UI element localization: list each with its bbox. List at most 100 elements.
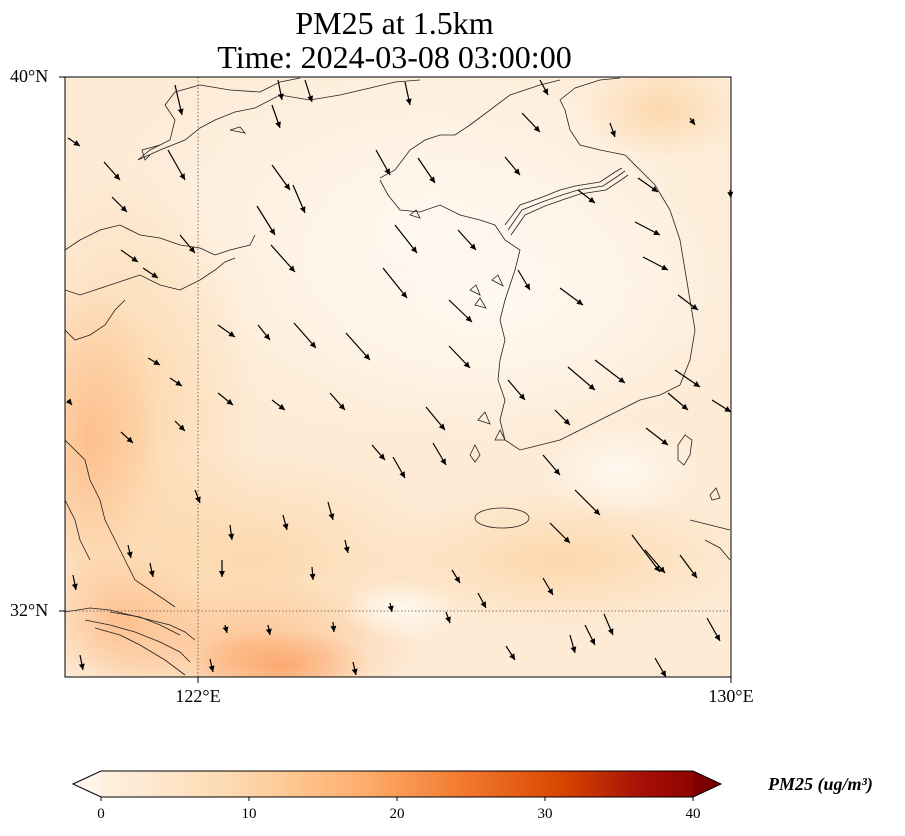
lat-tick-label-40n: 40°N bbox=[10, 66, 49, 86]
map-title-line1: PM25 at 1.5km bbox=[295, 5, 494, 41]
wind-arrow-head bbox=[278, 403, 285, 410]
wind-arrow-head bbox=[288, 265, 295, 272]
wind-arrow-head bbox=[727, 191, 734, 198]
wind-arrow-head bbox=[469, 243, 476, 250]
gridlines bbox=[65, 77, 731, 677]
wind-arrow-head bbox=[607, 628, 614, 635]
wind-arrow bbox=[594, 359, 626, 384]
wind-arrow-head bbox=[265, 628, 272, 635]
colorbar bbox=[71, 770, 723, 801]
wind-arrow-head bbox=[454, 576, 460, 583]
wind-arrow-head bbox=[263, 333, 270, 340]
wind-arrow-head bbox=[328, 513, 335, 520]
wind-arrow-head bbox=[429, 176, 435, 183]
wind-arrow-head bbox=[689, 118, 695, 125]
wind-arrow-head bbox=[563, 418, 570, 425]
wind-arrow-head bbox=[463, 361, 470, 368]
wind-arrow-head bbox=[576, 299, 583, 305]
wind-arrow-head bbox=[589, 638, 595, 645]
coastlines bbox=[65, 77, 731, 676]
wind-arrow-head bbox=[593, 508, 600, 515]
wind-arrow-head bbox=[148, 570, 155, 577]
wind-arrow-head bbox=[438, 423, 445, 430]
wind-arrow-head bbox=[661, 438, 668, 445]
wind-arrow-head bbox=[465, 315, 472, 322]
wind-arrow-head bbox=[113, 173, 120, 180]
wind-arrow-head bbox=[222, 626, 229, 633]
wind-arrow-head bbox=[343, 546, 350, 553]
wind-arrow-head bbox=[269, 228, 275, 235]
wind-arrow-head bbox=[208, 665, 215, 672]
wind-arrow-head bbox=[400, 291, 407, 298]
colorbar-tick-20: 20 bbox=[389, 806, 405, 822]
wind-arrow-head bbox=[65, 398, 72, 405]
lon-tick-label-122e: 122°E bbox=[175, 686, 221, 706]
wind-arrow-head bbox=[309, 341, 316, 348]
wind-arrow-head bbox=[588, 196, 595, 203]
colorbar-tick-10: 10 bbox=[241, 806, 257, 822]
wind-arrow-head bbox=[691, 304, 698, 310]
colorbar-tick-40: 40 bbox=[685, 806, 701, 822]
wind-arrow-head bbox=[282, 523, 289, 530]
wind-arrow-head bbox=[724, 406, 731, 412]
wind-arrow-head bbox=[399, 471, 405, 478]
wind-arrow-head bbox=[120, 205, 127, 212]
wind-arrow-head bbox=[509, 653, 515, 660]
wind-arrow-head bbox=[661, 264, 668, 270]
wind-arrow-head bbox=[542, 88, 548, 95]
wind-arrow-head bbox=[714, 634, 720, 641]
wind-arrow-head bbox=[681, 403, 688, 410]
wind-arrow-head bbox=[387, 605, 394, 612]
wind-arrow-head bbox=[513, 168, 520, 175]
wind-arrow-head bbox=[330, 625, 337, 632]
wind-arrow-head bbox=[653, 565, 660, 572]
colorbar-label: PM25 (ug/m³) bbox=[768, 774, 873, 794]
wind-arrow-head bbox=[547, 588, 553, 595]
wind-arrow-head bbox=[153, 359, 160, 365]
wind-arrow-head bbox=[151, 272, 158, 278]
wind-arrow-head bbox=[284, 183, 290, 190]
axis-ticks bbox=[59, 76, 732, 683]
wind-arrow-head bbox=[219, 571, 225, 577]
wind-arrow bbox=[270, 244, 296, 273]
wind-arrow-head bbox=[277, 93, 284, 100]
wind-arrow-head bbox=[179, 173, 185, 180]
wind-arrow-head bbox=[177, 108, 184, 115]
wind-arrow-head bbox=[228, 331, 235, 337]
wind-arrow-head bbox=[363, 353, 370, 360]
wind-arrow-head bbox=[658, 566, 665, 573]
wind-arrow-head bbox=[693, 381, 700, 387]
wind-arrow-head bbox=[653, 229, 660, 235]
wind-arrow-head bbox=[71, 583, 78, 590]
wind-arrow-head bbox=[299, 206, 306, 213]
wind-arrow-head bbox=[131, 256, 138, 262]
wind-arrow-head bbox=[188, 246, 195, 253]
wind-arrow-head bbox=[275, 121, 281, 128]
wind-arrow-head bbox=[351, 668, 358, 675]
wind-arrow-head bbox=[126, 551, 133, 558]
wind-arrow-head bbox=[78, 663, 85, 670]
wind-arrow-head bbox=[563, 536, 570, 543]
wind-arrow-head bbox=[518, 393, 525, 400]
lon-tick-label-130e: 130°E bbox=[708, 686, 754, 706]
wind-arrow-head bbox=[524, 283, 530, 290]
wind-arrow-head bbox=[480, 601, 486, 608]
wind-arrow-head bbox=[410, 246, 417, 253]
wind-arrow-head bbox=[533, 125, 540, 132]
wind-arrow-head bbox=[126, 436, 133, 443]
wind-arrow-head bbox=[618, 376, 625, 383]
wind-arrow-head bbox=[553, 468, 560, 475]
wind-arrow-head bbox=[440, 458, 446, 465]
wind-arrow-head bbox=[226, 398, 233, 405]
wind-vectors bbox=[65, 79, 734, 678]
wind-arrow-head bbox=[338, 403, 345, 410]
wind-arrow bbox=[345, 332, 371, 361]
wind-arrow-head bbox=[307, 95, 314, 102]
wind-arrow-head bbox=[570, 646, 577, 653]
wind-arrow-head bbox=[73, 140, 80, 146]
colorbar-tick-0: 0 bbox=[97, 806, 105, 822]
wind-arrow bbox=[382, 267, 408, 299]
map-title-line2: Time: 2024-03-08 03:00:00 bbox=[217, 39, 572, 75]
wind-arrow-head bbox=[405, 98, 412, 105]
